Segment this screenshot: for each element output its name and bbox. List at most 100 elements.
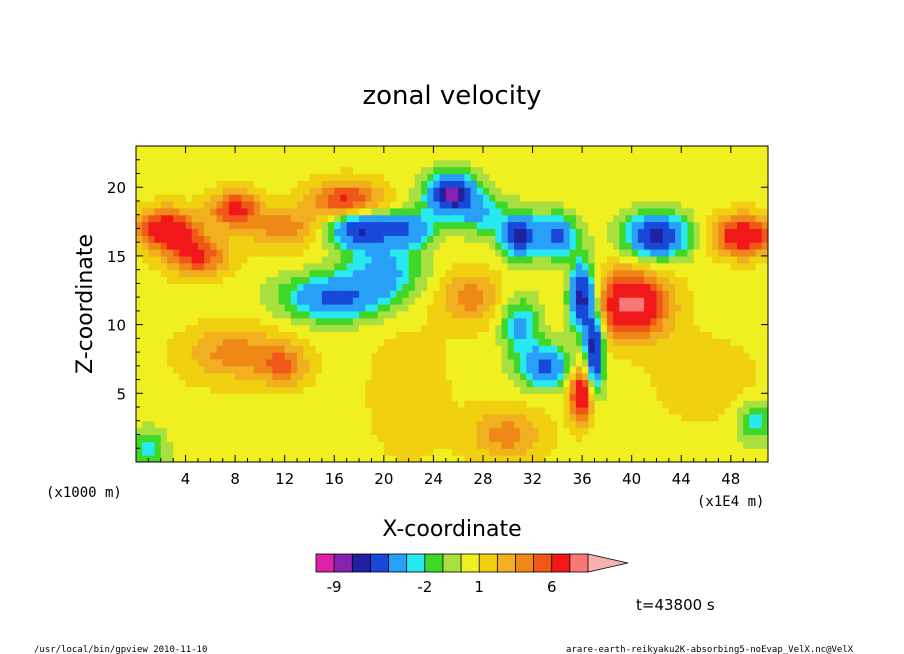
field-cell xyxy=(693,331,701,339)
field-cell xyxy=(359,262,366,271)
field-cell xyxy=(396,283,404,291)
field-cell xyxy=(613,427,620,436)
field-cell xyxy=(606,352,614,360)
field-cell xyxy=(408,427,416,436)
field-cell xyxy=(359,249,366,257)
field-cell xyxy=(582,228,589,236)
field-cell xyxy=(383,324,391,333)
field-cell xyxy=(513,173,521,181)
field-cell xyxy=(148,221,156,230)
field-cell xyxy=(433,207,441,216)
field-cell xyxy=(222,290,230,298)
field-cell xyxy=(656,283,664,291)
field-cell xyxy=(501,200,509,209)
field-cell xyxy=(297,262,304,271)
field-cell xyxy=(278,242,286,250)
field-cell xyxy=(191,331,199,339)
field-cell xyxy=(359,310,366,319)
field-cell xyxy=(637,434,645,442)
field-cell xyxy=(371,427,379,436)
field-cell xyxy=(743,297,751,305)
field-cell xyxy=(538,345,546,353)
field-cell xyxy=(743,221,751,230)
field-cell xyxy=(315,448,323,456)
field-cell xyxy=(315,290,323,298)
field-cell xyxy=(365,427,373,436)
field-cell xyxy=(681,427,689,436)
field-cell xyxy=(489,372,496,381)
field-cell xyxy=(538,276,546,284)
field-cell xyxy=(730,317,738,326)
field-cell xyxy=(538,400,546,408)
field-cell xyxy=(396,386,404,394)
field-cell xyxy=(557,221,565,230)
field-cell xyxy=(693,317,701,326)
field-cell xyxy=(730,365,738,374)
field-cell xyxy=(235,214,242,223)
field-cell xyxy=(136,249,143,257)
field-cell xyxy=(259,290,267,298)
field-cell xyxy=(594,407,602,415)
field-cell xyxy=(297,358,304,367)
field-cell xyxy=(600,283,608,291)
field-cell xyxy=(197,166,205,175)
field-cell xyxy=(142,427,149,436)
field-cell xyxy=(644,345,651,353)
field-cell xyxy=(470,187,478,195)
field-cell xyxy=(730,214,738,223)
field-cell xyxy=(148,379,156,388)
field-cell xyxy=(569,393,577,401)
field-cell xyxy=(414,173,422,181)
field-cell xyxy=(737,448,744,456)
field-cell xyxy=(458,358,465,367)
x-tick-label: 48 xyxy=(721,470,740,488)
field-cell xyxy=(464,221,472,230)
field-cell xyxy=(235,365,242,374)
field-cell xyxy=(526,324,534,333)
field-cell xyxy=(321,338,329,346)
field-cell xyxy=(197,159,205,168)
field-cell xyxy=(328,262,335,271)
field-cell xyxy=(371,242,379,250)
field-cell xyxy=(575,345,583,353)
field-cell xyxy=(210,173,218,181)
field-cell xyxy=(656,262,664,271)
field-cell xyxy=(427,400,435,408)
field-cell xyxy=(699,331,707,339)
field-cell xyxy=(136,455,143,462)
field-cell xyxy=(179,352,187,360)
field-cell xyxy=(662,317,670,326)
field-cell xyxy=(737,242,744,250)
field-cell xyxy=(675,276,682,284)
field-cell xyxy=(588,166,596,175)
field-cell xyxy=(637,269,645,278)
field-cell xyxy=(563,345,571,353)
field-cell xyxy=(476,400,484,408)
field-cell xyxy=(452,324,459,333)
field-cell xyxy=(681,200,689,209)
field-cell xyxy=(693,255,701,264)
field-cell xyxy=(334,393,342,401)
field-cell xyxy=(179,255,187,264)
field-cell xyxy=(371,310,379,319)
field-cell xyxy=(662,338,670,346)
field-cell xyxy=(166,441,174,449)
field-cell xyxy=(538,448,546,456)
field-cell xyxy=(210,407,218,415)
field-cell xyxy=(328,304,335,312)
field-cell xyxy=(687,242,695,250)
field-cell xyxy=(148,297,156,305)
field-cell xyxy=(526,166,534,175)
field-cell xyxy=(482,317,490,326)
field-cell xyxy=(259,214,267,223)
field-cell xyxy=(284,338,292,346)
field-cell xyxy=(321,365,329,374)
field-cell xyxy=(495,448,503,456)
field-cell xyxy=(718,180,726,188)
field-cell xyxy=(706,455,713,462)
field-cell xyxy=(482,159,490,168)
field-cell xyxy=(290,427,298,436)
field-cell xyxy=(588,242,596,250)
field-cell xyxy=(637,262,645,271)
field-cell xyxy=(743,420,751,429)
